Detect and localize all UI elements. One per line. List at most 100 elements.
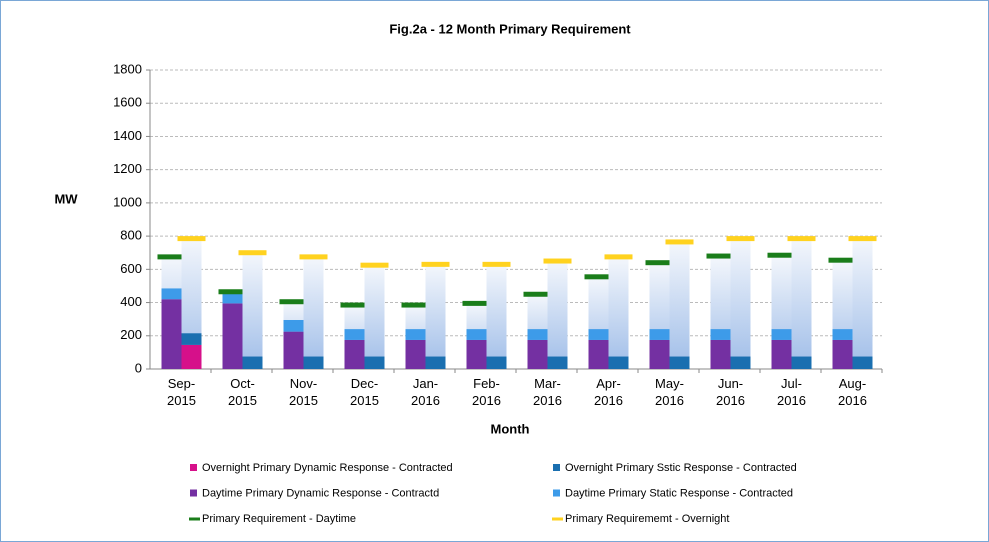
- requirement-marker: [543, 258, 572, 264]
- y-tick-label: 400: [120, 294, 142, 309]
- requirement-marker: [604, 254, 633, 260]
- x-tick-label-box: Dec-2015: [350, 376, 379, 408]
- y-tick-label: 0: [135, 360, 142, 375]
- legend-label: Daytime Primary Static Response - Contra…: [565, 487, 793, 499]
- bar: [344, 339, 365, 369]
- y-tick-label: 600: [120, 261, 142, 276]
- legend-label: Overnight Primary Sstic Response - Contr…: [565, 462, 797, 474]
- requirement-marker: [157, 254, 186, 260]
- bar: [364, 356, 385, 369]
- bar: [181, 344, 202, 369]
- bar: [466, 329, 487, 340]
- bar: [527, 329, 548, 340]
- bar: [669, 356, 690, 369]
- bar: [771, 339, 792, 369]
- x-tick-label-box: Jul-2016: [777, 376, 806, 408]
- bar: [344, 329, 365, 340]
- x-tick-label-box: Sep-2015: [167, 376, 196, 408]
- y-tick-label: 1000: [113, 194, 142, 209]
- x-tick-label: Nov-2015: [289, 376, 318, 408]
- legend-label: Primary Requirement - Daytime: [202, 513, 356, 525]
- bar: [771, 329, 792, 340]
- requirement-marker: [177, 236, 206, 242]
- legend-swatch: [552, 517, 563, 521]
- bar: [588, 329, 609, 340]
- legend-swatch: [189, 517, 200, 521]
- requirement-marker: [787, 236, 816, 242]
- requirement-marker: [279, 299, 308, 305]
- requirement-bar: [669, 241, 690, 369]
- requirement-marker: [218, 289, 247, 295]
- bar: [222, 293, 243, 304]
- requirement-bar: [852, 238, 873, 369]
- x-axis-label: Month: [491, 421, 530, 436]
- x-tick-label: Feb-2016: [472, 376, 501, 408]
- requirement-bar: [486, 264, 507, 369]
- requirement-marker: [299, 254, 328, 260]
- requirement-marker: [482, 261, 511, 267]
- x-tick-label-box: Feb-2016: [472, 376, 501, 408]
- requirement-bar: [547, 261, 568, 369]
- bar: [791, 356, 812, 369]
- x-tick-label: May-2016: [655, 376, 684, 408]
- bar: [852, 356, 873, 369]
- x-tick-label: Oct-2015: [228, 376, 257, 408]
- bar: [608, 356, 629, 369]
- legend-swatch: [190, 464, 197, 471]
- y-axis-label: MW: [54, 191, 78, 206]
- y-tick-label: 800: [120, 228, 142, 243]
- legend-label: Daytime Primary Dynamic Response - Contr…: [202, 487, 439, 499]
- requirement-marker: [584, 274, 613, 280]
- legend-label: Primary Requirememt - Overnight: [565, 513, 729, 525]
- bar: [486, 356, 507, 369]
- bar: [710, 329, 731, 340]
- x-tick-label: Dec-2015: [350, 376, 379, 408]
- y-tick-label: 1400: [113, 128, 142, 143]
- requirement-bar: [364, 265, 385, 369]
- x-tick-label-box: Nov-2015: [289, 376, 318, 408]
- bar: [283, 331, 304, 369]
- requirement-marker: [462, 300, 491, 306]
- legend-swatch: [553, 489, 560, 497]
- bar: [303, 356, 324, 369]
- bar: [588, 339, 609, 369]
- requirement-bar: [608, 256, 629, 369]
- bar: [161, 299, 182, 369]
- requirement-marker: [706, 253, 735, 259]
- bar: [649, 339, 670, 369]
- bar: [832, 339, 853, 369]
- x-tick-label-box: May-2016: [655, 376, 684, 408]
- bar: [222, 303, 243, 369]
- x-tick-label-box: Mar-2016: [533, 376, 562, 408]
- requirement-bar: [303, 256, 324, 369]
- requirement-marker: [421, 261, 450, 267]
- x-tick-label: Jan-2016: [411, 376, 440, 408]
- requirement-marker: [767, 252, 796, 258]
- requirement-bar: [242, 252, 263, 369]
- bar: [730, 356, 751, 369]
- x-tick-label-box: Apr-2016: [594, 376, 623, 408]
- requirement-bar: [425, 264, 446, 369]
- y-tick-label: 200: [120, 327, 142, 342]
- legend-swatch: [553, 464, 560, 471]
- bar: [242, 356, 263, 369]
- bar: [405, 329, 426, 340]
- bar: [181, 333, 202, 345]
- bar: [832, 329, 853, 340]
- requirement-marker: [828, 257, 857, 263]
- legend-label: Overnight Primary Dynamic Response - Con…: [202, 462, 453, 474]
- x-tick-label-box: Jan-2016: [411, 376, 440, 408]
- requirement-marker: [645, 260, 674, 266]
- x-tick-label-box: Jun-2016: [716, 376, 745, 408]
- bar: [710, 339, 731, 369]
- requirement-marker: [340, 302, 369, 308]
- x-tick-label: Sep-2015: [167, 376, 196, 408]
- requirement-marker: [665, 239, 694, 245]
- requirement-marker: [238, 250, 267, 256]
- x-tick-label-box: Oct-2015: [228, 376, 257, 408]
- requirement-marker: [523, 291, 552, 297]
- requirement-marker: [848, 236, 877, 242]
- requirement-marker: [401, 302, 430, 308]
- x-tick-label: Aug-2016: [838, 376, 867, 408]
